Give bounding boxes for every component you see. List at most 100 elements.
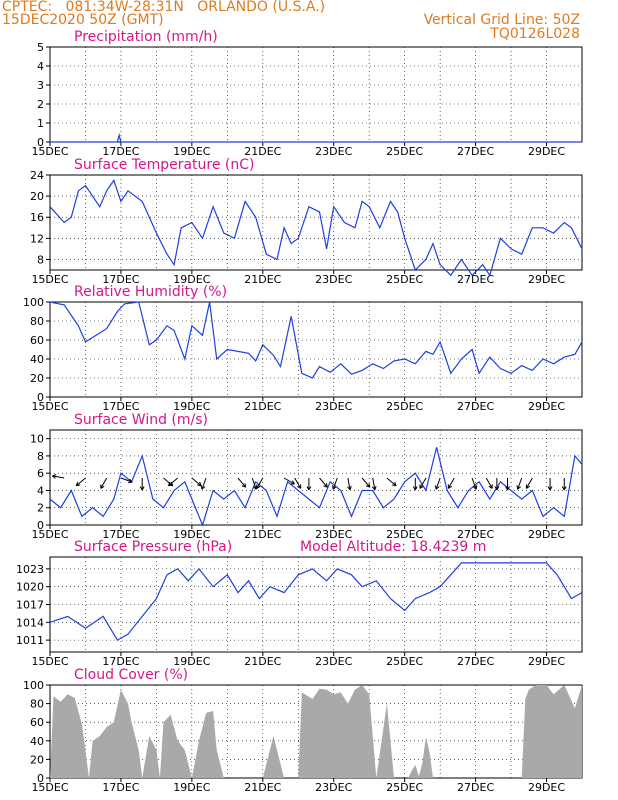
panel-title: Surface Pressure (hPa) [74, 539, 232, 555]
wind-arrow-head [100, 485, 105, 489]
x-tick-label: 27DEC [457, 400, 494, 413]
x-tick-label: 19DEC [173, 655, 210, 668]
x-tick-label: 27DEC [457, 528, 494, 541]
wind-arrow [386, 477, 397, 487]
x-tick-label: 21DEC [244, 145, 281, 158]
wind-arrow [75, 477, 86, 487]
wind-arrow-head [419, 485, 424, 489]
y-tick-label: 60 [30, 334, 44, 347]
y-tick-label: 8 [37, 450, 44, 463]
y-tick-label: 2 [37, 98, 44, 111]
wind-arrow-head [332, 486, 337, 490]
y-tick-label: 0 [37, 391, 44, 404]
y-tick-label: 4 [37, 484, 44, 497]
x-tick-label: 23DEC [315, 273, 352, 286]
y-tick-label: 1 [37, 117, 44, 130]
wind-arrow-head [507, 486, 510, 491]
y-tick-label: 24 [30, 169, 44, 182]
wind-arrow [52, 475, 65, 479]
panel-title: Surface Temperature (nC) [74, 157, 255, 173]
panel-title: Precipitation (mm/h) [74, 29, 218, 45]
wind-arrow-head [129, 478, 133, 483]
x-tick-label: 19DEC [173, 145, 210, 158]
wind-arrow-head [349, 485, 352, 490]
x-tick-label: 17DEC [102, 273, 139, 286]
y-tick-label: 6 [37, 467, 44, 480]
y-tick-label: 80 [30, 315, 44, 328]
wind-arrow [294, 477, 302, 489]
y-tick-label: 0 [37, 519, 44, 532]
x-tick-label: 27DEC [457, 655, 494, 668]
panel-3: 0 2 4 6 8 10 15DEC 17DEC 19DEC 21DEC 23DEC 25DEC 27D… [30, 412, 583, 541]
wind-arrow [100, 477, 108, 489]
wind-arrow-head [75, 481, 79, 486]
wind-arrow-head [128, 481, 133, 484]
x-tick-label: 23DEC [315, 400, 352, 413]
wind-arrow-head [516, 485, 519, 490]
wind-arrow-head [549, 486, 553, 491]
x-tick-label: 23DEC [315, 781, 352, 794]
wind-arrow [332, 477, 338, 490]
x-tick-label: 19DEC [173, 400, 210, 413]
wind-arrow-head [365, 485, 371, 488]
plot-frame [49, 46, 583, 143]
x-tick-label: 23DEC [315, 145, 352, 158]
wind-arrow [163, 477, 174, 487]
y-tick-label: 20 [30, 753, 44, 766]
x-tick-label: 21DEC [244, 400, 281, 413]
wind-arrow-head [414, 486, 418, 491]
x-tick-label: 17DEC [102, 781, 139, 794]
wind-arrow [191, 477, 202, 487]
panel-title: Surface Wind (m/s) [74, 412, 208, 428]
x-tick-label: 29DEC [528, 273, 565, 286]
wind-arrow-head [347, 486, 351, 491]
y-tick-label: 0 [37, 136, 44, 149]
wind-arrow-head [76, 484, 81, 487]
y-tick-label: 1017 [16, 599, 44, 612]
series-line [49, 178, 583, 277]
y-tick-label: 8 [37, 253, 44, 266]
wind-arrow-head [306, 486, 310, 491]
series-line [50, 132, 582, 143]
wind-arrow-head [323, 485, 328, 488]
y-tick-label: 5 [37, 41, 44, 54]
x-tick-label: 25DEC [386, 655, 423, 668]
wind-arrow-head [394, 481, 397, 486]
wind-arrow-head [256, 485, 261, 489]
y-tick-label: 16 [30, 211, 44, 224]
plot-frame [49, 174, 583, 271]
x-tick-label: 15DEC [31, 528, 68, 541]
wind-arrow [120, 477, 133, 483]
wind-arrow [447, 477, 455, 489]
panel-1: 8 12 16 20 24 15DEC 17DEC 19DEC 21DEC 23DEC 25DEC 2… [30, 157, 583, 286]
x-tick-label: 21DEC [244, 781, 281, 794]
wind-arrow-head [252, 486, 257, 490]
wind-arrow-head [308, 486, 312, 491]
wind-arrow-head [197, 484, 202, 487]
x-tick-label: 29DEC [528, 781, 565, 794]
wind-arrow [283, 477, 295, 485]
wind-arrow [419, 477, 427, 489]
x-tick-label: 29DEC [528, 528, 565, 541]
x-tick-label: 19DEC [173, 781, 210, 794]
x-tick-label: 25DEC [386, 273, 423, 286]
wind-arrow-head [505, 486, 508, 491]
wind-arrow-head [547, 486, 551, 491]
wind-arrow-head [141, 486, 145, 491]
x-tick-label: 23DEC [315, 528, 352, 541]
wind-arrow [347, 477, 351, 490]
wind-arrow-head [201, 486, 206, 490]
wind-arrow [525, 477, 533, 489]
wind-arrow-head [241, 485, 246, 488]
x-tick-label: 27DEC [457, 145, 494, 158]
panel-title: Cloud Cover (%) [74, 667, 188, 683]
wind-arrow-head [488, 485, 493, 489]
wind-arrow-head [563, 486, 567, 491]
plot-frame [49, 429, 583, 526]
panel-4: 1011 1014 1017 1020 1023 15DEC 17DEC 19DEC 21DEC… [16, 539, 583, 668]
series-line [49, 562, 583, 641]
plot-frame [49, 301, 583, 398]
wind-arrow-head [199, 481, 202, 486]
y-tick-label: 3 [37, 79, 44, 92]
